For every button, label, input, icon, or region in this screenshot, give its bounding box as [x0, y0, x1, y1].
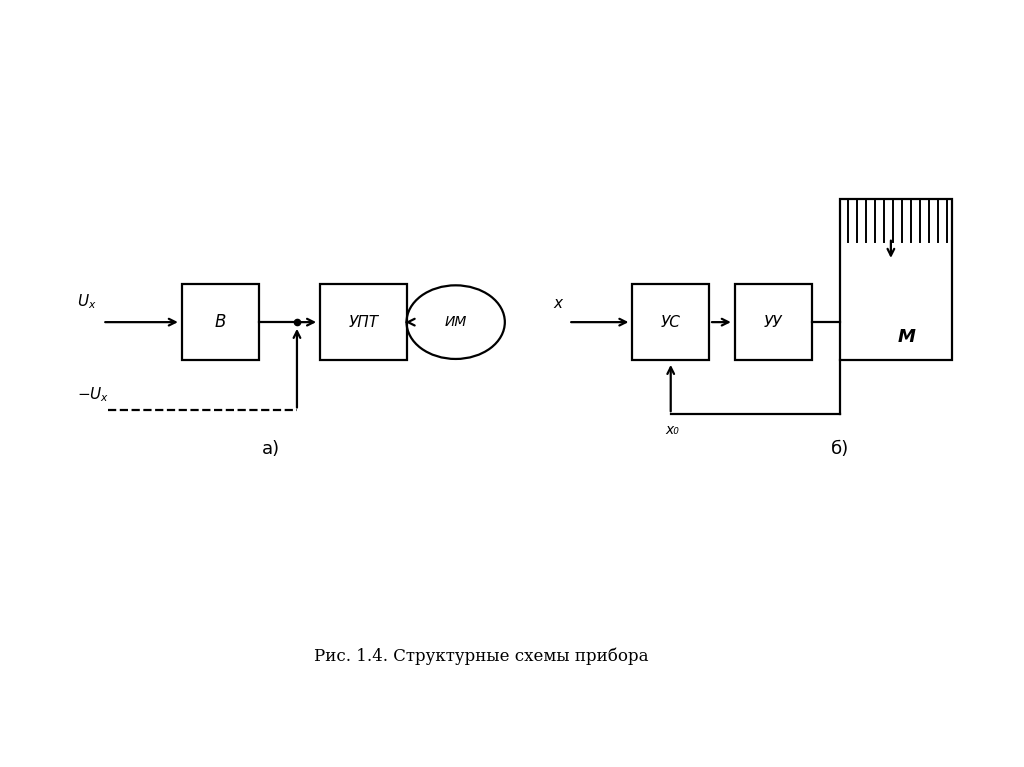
Text: а): а)	[262, 439, 281, 458]
Text: УУ: УУ	[764, 314, 782, 330]
Text: М: М	[897, 328, 915, 347]
Text: x: x	[553, 295, 562, 311]
Bar	[182, 284, 258, 360]
Text: x₀: x₀	[666, 423, 680, 437]
Bar	[633, 284, 709, 360]
Text: Рис. 1.4. Структурные схемы прибора: Рис. 1.4. Структурные схемы прибора	[314, 647, 648, 664]
Bar	[319, 284, 408, 360]
Text: УПТ: УПТ	[348, 314, 379, 330]
Text: УС: УС	[660, 314, 681, 330]
Text: $U_x$: $U_x$	[77, 292, 96, 311]
Text: В: В	[214, 313, 226, 331]
Bar	[735, 284, 811, 360]
Text: ИМ: ИМ	[444, 315, 467, 329]
Bar	[840, 199, 952, 360]
Text: $-U_x$: $-U_x$	[77, 386, 110, 404]
Text: б): б)	[830, 439, 849, 458]
